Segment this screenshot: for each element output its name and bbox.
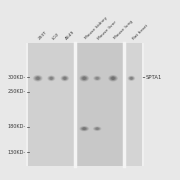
Ellipse shape [95,77,99,80]
Text: 300KD-: 300KD- [8,75,26,80]
Bar [76,43,123,166]
Ellipse shape [96,77,98,80]
Text: LO2: LO2 [51,32,60,40]
Ellipse shape [111,77,115,80]
Ellipse shape [36,77,39,80]
Ellipse shape [36,77,40,80]
Ellipse shape [128,76,135,81]
Bar [28,43,75,166]
Ellipse shape [110,76,116,80]
Text: Mouse liver: Mouse liver [97,20,118,40]
Ellipse shape [63,77,67,80]
Ellipse shape [81,127,87,130]
Ellipse shape [35,76,41,80]
Ellipse shape [49,76,54,80]
Ellipse shape [130,77,133,80]
Ellipse shape [129,76,134,80]
Ellipse shape [61,76,68,81]
Ellipse shape [79,75,89,82]
Ellipse shape [48,76,55,81]
Ellipse shape [128,76,135,81]
Text: Mouse kidney: Mouse kidney [84,16,109,40]
Text: 250KD-: 250KD- [8,89,26,94]
Text: 180KD-: 180KD- [8,124,26,129]
Ellipse shape [94,77,100,80]
Ellipse shape [34,75,42,81]
Ellipse shape [81,76,87,80]
Text: 130KD-: 130KD- [8,150,26,155]
Bar [124,43,142,166]
Ellipse shape [93,126,102,131]
Ellipse shape [95,128,99,130]
Ellipse shape [83,127,86,130]
Ellipse shape [64,77,66,80]
Bar [26,43,144,166]
Ellipse shape [62,76,68,80]
Ellipse shape [50,77,53,80]
Ellipse shape [50,77,53,80]
Text: SPTA1: SPTA1 [146,75,162,80]
Ellipse shape [93,76,101,81]
Ellipse shape [96,127,98,130]
Ellipse shape [60,75,69,81]
Ellipse shape [83,77,86,80]
Ellipse shape [47,75,55,81]
Ellipse shape [112,77,114,80]
Ellipse shape [82,127,86,130]
Ellipse shape [108,75,118,82]
Ellipse shape [33,75,43,82]
Text: 293T: 293T [38,30,48,40]
Text: A549: A549 [65,30,76,40]
Ellipse shape [109,75,117,81]
Ellipse shape [130,77,132,80]
Ellipse shape [79,126,89,131]
Text: Mouse lung: Mouse lung [113,20,134,40]
Text: Rat heart: Rat heart [131,23,148,40]
Ellipse shape [94,127,101,131]
Ellipse shape [82,77,86,80]
Ellipse shape [94,127,100,130]
Ellipse shape [94,76,101,80]
Ellipse shape [80,126,88,131]
Ellipse shape [80,75,88,81]
